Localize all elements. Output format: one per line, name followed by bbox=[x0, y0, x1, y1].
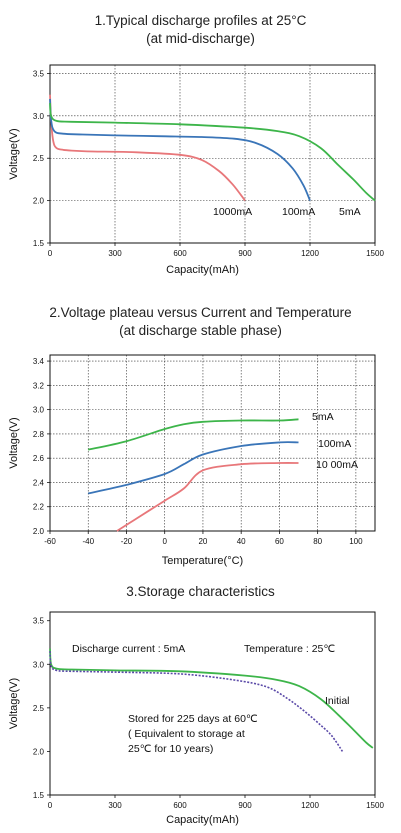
chart1-series-line-0 bbox=[49, 94, 246, 202]
chart2-title-line2: (at discharge stable phase) bbox=[119, 323, 282, 338]
chart3-xtick-label-3: 900 bbox=[238, 801, 252, 810]
chart3-annotation-5: 25℃ for 10 years) bbox=[128, 743, 213, 755]
chart1-xtick-label-5: 1500 bbox=[366, 249, 384, 258]
chart2-xtick-label-2: -20 bbox=[121, 537, 133, 546]
chart1-x-axis-label: Capacity(mAh) bbox=[166, 264, 239, 276]
chart1-y-axis-label: Voltage(V) bbox=[8, 128, 20, 179]
chart2-ytick-label-5: 3.0 bbox=[33, 406, 45, 415]
chart2-x-axis-label: Temperature(°C) bbox=[162, 555, 243, 567]
chart1-ytick-label-1: 2.0 bbox=[33, 197, 45, 206]
chart2-series-line-0 bbox=[88, 418, 299, 451]
chart1-title-line2: (at mid-discharge) bbox=[146, 31, 255, 46]
chart1-series-line-2 bbox=[49, 103, 376, 202]
chart3-ytick-label-1: 2.0 bbox=[33, 747, 45, 756]
chart3-x-axis-label: Capacity(mAh) bbox=[166, 814, 239, 826]
chart1-ytick-label-4: 3.5 bbox=[33, 69, 45, 78]
chart2-xtick-label-0: -60 bbox=[44, 537, 56, 546]
chart3-series-line-0 bbox=[49, 648, 374, 749]
chart3-y-axis-label: Voltage(V) bbox=[8, 678, 20, 729]
chart1-xtick-label-2: 600 bbox=[173, 249, 187, 258]
chart3-ytick-label-0: 1.5 bbox=[33, 791, 45, 800]
chart1-title-line1: 1.Typical discharge profiles at 25°C bbox=[94, 13, 307, 28]
chart2-ytick-label-0: 2.0 bbox=[33, 527, 45, 536]
chart3-ytick-label-4: 3.5 bbox=[33, 617, 45, 626]
chart1-xtick-label-4: 1200 bbox=[301, 249, 319, 258]
chart2-voltage-plateau: -60 -40 -20 0 20 40 60 80 100 2.0 2.2 2.4 2.6 2.8 3.0 3… bbox=[8, 354, 376, 567]
chart3-xtick-label-1: 300 bbox=[108, 801, 122, 810]
chart1-xtick-label-3: 900 bbox=[238, 249, 252, 258]
chart1-xtick-label-0: 0 bbox=[48, 249, 53, 258]
chart3-xtick-label-4: 1200 bbox=[301, 801, 319, 810]
chart2-series-line-1 bbox=[88, 441, 299, 495]
chart2-xtick-label-6: 60 bbox=[275, 537, 284, 546]
chart3-xtick-label-2: 600 bbox=[173, 801, 187, 810]
chart1-series-line-1 bbox=[49, 98, 311, 201]
chart1-annotation-1: 100mA bbox=[282, 206, 315, 218]
chart2-ytick-label-2: 2.4 bbox=[33, 478, 45, 487]
chart1-discharge-profiles: 0 300 600 900 1200 1500 1.5 2.0 2.5 3.0 3.5 Capacit… bbox=[8, 64, 384, 276]
chart2-annotation-0: 5mA bbox=[312, 411, 334, 423]
chart3-xtick-label-5: 1500 bbox=[366, 801, 384, 810]
chart3-plot-frame bbox=[49, 611, 376, 796]
chart1-ytick-label-0: 1.5 bbox=[33, 239, 45, 248]
chart1-annotation-0: 1000mA bbox=[213, 206, 252, 218]
chart2-xtick-label-3: 0 bbox=[162, 537, 167, 546]
chart1-ytick-label-2: 2.5 bbox=[33, 154, 45, 163]
chart2-xtick-label-4: 20 bbox=[198, 537, 207, 546]
chart3-storage-characteristics: 0 300 600 900 1200 1500 1.5 2.0 2.5 3.0 3.5 Capacit… bbox=[8, 611, 384, 826]
chart3-annotation-2: Initial bbox=[325, 695, 350, 707]
chart2-ytick-label-6: 3.2 bbox=[33, 381, 45, 390]
chart3-annotation-4: ( Equivalent to storage at bbox=[128, 728, 245, 740]
chart2-xtick-label-1: -40 bbox=[82, 537, 94, 546]
chart1-ytick-label-3: 3.0 bbox=[33, 112, 45, 121]
chart2-ytick-label-1: 2.2 bbox=[33, 503, 45, 512]
chart2-ytick-label-4: 2.8 bbox=[33, 430, 45, 439]
chart2-ytick-label-7: 3.4 bbox=[33, 357, 45, 366]
chart3-title-line1: 3.Storage characteristics bbox=[126, 584, 275, 599]
chart3-xtick-label-0: 0 bbox=[48, 801, 53, 810]
chart2-annotation-2: 10 00mA bbox=[316, 459, 358, 471]
chart3-annotation-1: Temperature : 25℃ bbox=[244, 643, 335, 655]
chart3-annotation-3: Stored for 225 days at 60℃ bbox=[128, 713, 258, 725]
chart3-series-line-1 bbox=[49, 651, 344, 752]
chart3-annotation-0: Discharge current : 5mA bbox=[72, 643, 185, 655]
chart1-plot-frame bbox=[49, 64, 376, 244]
chart2-xtick-label-5: 40 bbox=[237, 537, 246, 546]
chart2-plot-frame bbox=[49, 354, 376, 532]
chart2-title-line1: 2.Voltage plateau versus Current and Tem… bbox=[49, 305, 352, 320]
chart1-annotation-2: 5mA bbox=[339, 206, 361, 218]
chart1-xtick-label-1: 300 bbox=[108, 249, 122, 258]
chart2-xtick-label-8: 100 bbox=[349, 537, 363, 546]
chart2-xtick-label-7: 80 bbox=[313, 537, 322, 546]
chart2-y-axis-label: Voltage(V) bbox=[8, 417, 20, 468]
chart2-ytick-label-3: 2.6 bbox=[33, 454, 45, 463]
chart2-annotation-1: 100mA bbox=[318, 438, 351, 450]
chart2-series-line-2 bbox=[116, 462, 299, 532]
chart3-ytick-label-2: 2.5 bbox=[33, 704, 45, 713]
chart3-ytick-label-3: 3.0 bbox=[33, 660, 45, 669]
